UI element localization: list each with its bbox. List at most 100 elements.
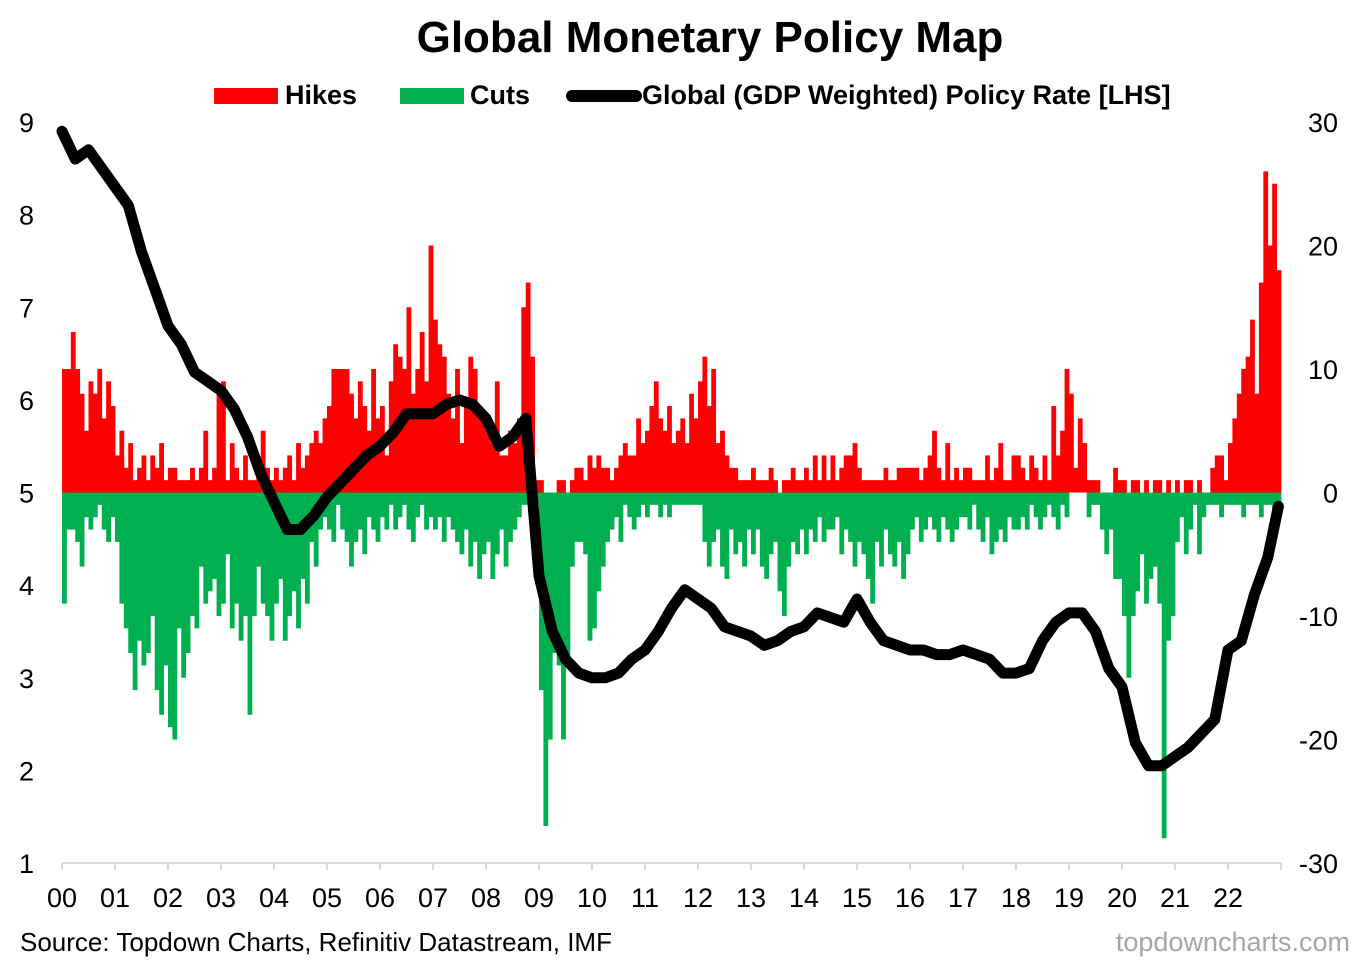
cut-bar <box>424 492 429 530</box>
hike-bar <box>446 393 452 493</box>
hike-bar <box>366 430 372 493</box>
hike-bar <box>207 480 213 493</box>
left-axis-tick-label: 2 <box>19 756 34 786</box>
legend-label-cuts: Cuts <box>470 80 530 110</box>
hike-bar <box>477 406 482 493</box>
cut-bar <box>587 492 593 641</box>
hike-bar <box>967 467 973 493</box>
hike-bar <box>1166 480 1171 493</box>
hike-bar <box>1232 418 1238 493</box>
hike-bar <box>605 467 611 493</box>
cut-bar <box>556 492 562 666</box>
hike-bar <box>1086 480 1092 493</box>
hike-bar <box>304 455 310 493</box>
cut-bar <box>450 492 456 530</box>
hike-bar <box>640 443 646 493</box>
x-tick-label: 00 <box>47 883 77 913</box>
cut-bar <box>848 492 853 542</box>
left-axis-tick-label: 4 <box>19 571 34 601</box>
cut-bar <box>229 492 235 629</box>
hike-bar <box>70 331 76 493</box>
cut-bar <box>92 492 98 518</box>
hike-bar <box>918 480 924 493</box>
cut-bar <box>62 492 67 604</box>
cut-bar <box>1091 492 1096 505</box>
cut-bar <box>684 492 690 505</box>
cut-bar <box>1086 492 1092 518</box>
hike-bar <box>539 480 544 493</box>
cut-bar <box>1157 492 1163 604</box>
hike-bar <box>163 480 169 493</box>
cut-bar <box>163 492 169 666</box>
cut-bar <box>415 492 421 518</box>
cut-bar <box>675 492 681 505</box>
hike-bar <box>574 467 580 493</box>
hike-bar <box>132 480 138 493</box>
cut-bar <box>693 492 699 505</box>
cut-bar <box>618 492 624 542</box>
hike-bar <box>1183 480 1189 493</box>
cut-bar <box>857 492 862 542</box>
cut-bar <box>1051 492 1057 518</box>
hike-bar <box>773 480 778 493</box>
cut-bar <box>477 492 482 579</box>
hike-bar <box>720 430 725 493</box>
cut-bar <box>940 492 946 518</box>
x-tick-label: 03 <box>206 883 236 913</box>
cut-bar <box>393 492 399 530</box>
hike-bar <box>1113 467 1118 493</box>
x-tick-label: 01 <box>100 883 130 913</box>
hike-bar <box>1210 467 1216 493</box>
hike-bar <box>706 406 712 493</box>
cut-bar <box>481 492 487 555</box>
cut-bar <box>790 492 796 542</box>
left-axis-tick-label: 5 <box>19 479 34 509</box>
cut-bar <box>768 492 774 555</box>
cut-bar <box>958 492 964 518</box>
hike-bar <box>1175 480 1180 493</box>
hike-bar <box>786 480 792 493</box>
cut-bar <box>543 492 549 826</box>
x-tick-label: 09 <box>524 883 554 913</box>
hike-bar <box>450 418 456 493</box>
cut-bar <box>998 492 1004 530</box>
cut-bar <box>216 492 222 616</box>
cut-bar <box>212 492 217 579</box>
hike-bar <box>282 467 288 493</box>
cut-bar <box>879 492 884 567</box>
hike-bar <box>896 467 902 493</box>
hike-bar <box>503 455 509 493</box>
hike-bar <box>468 356 474 493</box>
cut-bar <box>181 492 187 678</box>
hike-bar <box>737 480 743 493</box>
cut-bar <box>711 492 717 542</box>
x-tick-label: 22 <box>1213 883 1243 913</box>
hike-bar <box>225 480 231 493</box>
hike-bar <box>742 480 747 493</box>
cut-bar <box>380 492 385 518</box>
hike-bar <box>115 455 120 493</box>
cut-bar <box>159 492 164 715</box>
hike-bar <box>684 443 690 493</box>
hike-bar <box>812 455 818 493</box>
hike-bar <box>1055 455 1061 493</box>
cut-bar <box>512 492 518 530</box>
cut-bar <box>963 492 968 518</box>
left-axis-tick-label: 3 <box>19 664 34 694</box>
cut-bar <box>1130 492 1136 616</box>
cut-bar <box>110 492 116 518</box>
cut-bar <box>795 492 800 555</box>
cut-bar <box>865 492 871 579</box>
cut-bar <box>1011 492 1017 530</box>
hike-bar <box>1144 480 1149 493</box>
cut-bar <box>1126 492 1132 678</box>
hike-bar <box>887 480 893 493</box>
cut-bar <box>508 492 513 542</box>
cut-bar <box>115 492 120 542</box>
cut-bar <box>1104 492 1110 555</box>
cut-bar <box>993 492 999 542</box>
hike-bar <box>914 467 920 493</box>
cut-bar <box>830 492 836 530</box>
cut-bar <box>1007 492 1012 518</box>
cut-bar <box>128 492 134 654</box>
